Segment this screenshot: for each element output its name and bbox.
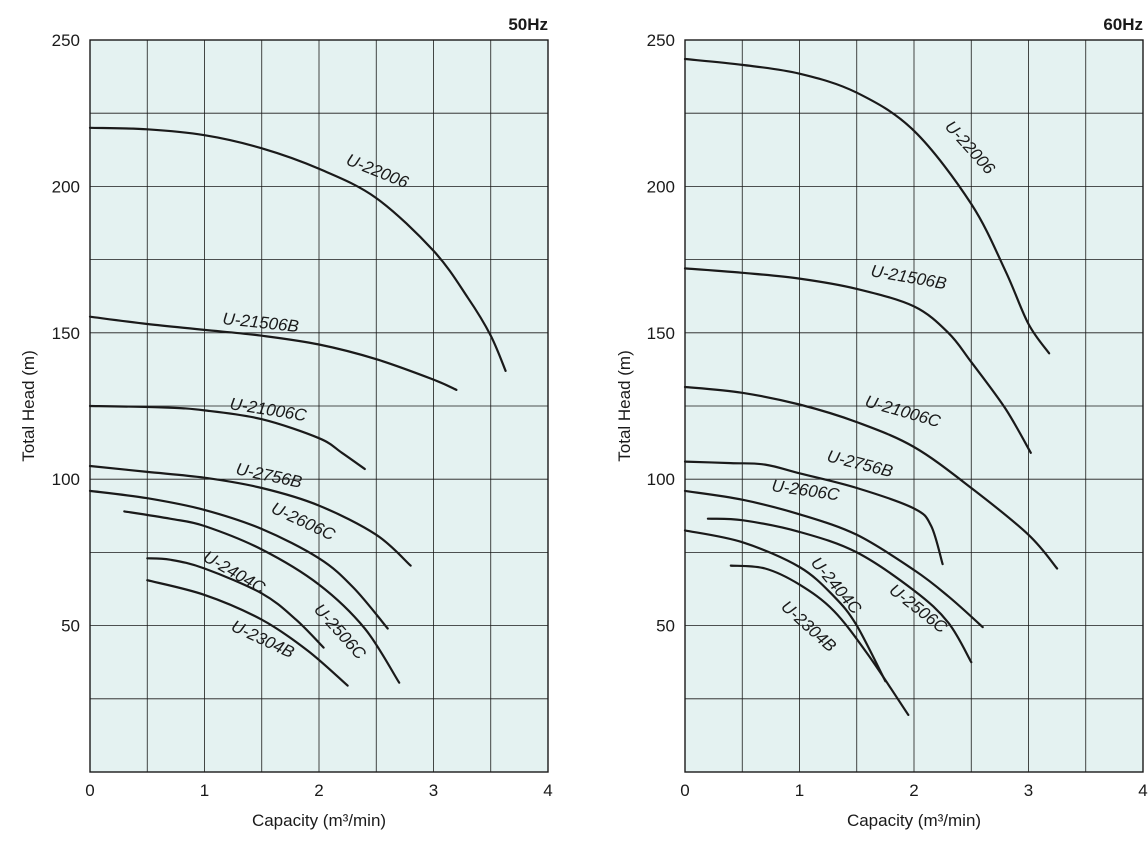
x-tick-label: 2 — [314, 781, 323, 800]
x-tick-label: 0 — [680, 781, 689, 800]
plot-frame-60hz — [684, 39, 1144, 773]
y-tick-label: 250 — [647, 31, 675, 50]
curve-u2606c-50hz — [88, 489, 389, 630]
curve-u22006-50hz — [88, 126, 507, 372]
ticks-60hz: 0 1 2 3 4 50 100 150 200 250 — [647, 31, 1148, 800]
ticks-50hz: 0 1 2 3 4 50 100 150 200 250 — [52, 31, 553, 800]
curve-u2404c-50hz — [146, 557, 325, 649]
y-tick-label: 150 — [52, 324, 80, 343]
x-tick-label: 3 — [1024, 781, 1033, 800]
curve-u21006c-50hz — [88, 404, 366, 471]
y-tick-label: 200 — [52, 177, 80, 196]
y-axis-title-60hz: Total Head (m) — [615, 350, 634, 461]
x-tick-label: 1 — [200, 781, 209, 800]
x-tick-label: 4 — [1138, 781, 1147, 800]
curve-u2506c-50hz — [123, 510, 401, 684]
curves-50hz — [88, 126, 507, 687]
curve-u2506c-60hz — [706, 517, 973, 664]
x-axis-title-50hz: Capacity (m³/min) — [252, 811, 386, 830]
x-tick-label: 2 — [909, 781, 918, 800]
y-tick-label: 100 — [52, 470, 80, 489]
curve-u2304b-60hz — [729, 564, 910, 716]
x-axis-title-60hz: Capacity (m³/min) — [847, 811, 981, 830]
y-tick-label: 250 — [52, 31, 80, 50]
y-tick-label: 100 — [647, 470, 675, 489]
y-tick-label: 200 — [647, 177, 675, 196]
y-axis-title-50hz: Total Head (m) — [19, 350, 38, 461]
curve-u2756b-50hz — [88, 464, 412, 567]
grid-50hz — [90, 40, 548, 772]
frequency-label-50hz: 50Hz — [508, 15, 548, 34]
x-tick-label: 0 — [85, 781, 94, 800]
curve-u2304b-50hz — [146, 579, 349, 687]
curve-u2756b-60hz — [683, 460, 944, 566]
curve-u2404c-60hz — [683, 529, 887, 683]
curve-u22006-60hz — [683, 57, 1051, 355]
grid-60hz — [685, 40, 1143, 772]
curve-u2606c-60hz — [683, 489, 984, 629]
plot-frame-50hz — [89, 39, 549, 773]
x-tick-label: 3 — [429, 781, 438, 800]
y-tick-label: 50 — [61, 617, 80, 636]
y-tick-label: 150 — [647, 324, 675, 343]
curve-u21506b-50hz — [88, 315, 458, 391]
x-tick-label: 1 — [795, 781, 804, 800]
curves-60hz — [683, 57, 1059, 716]
curve-u21006c-60hz — [683, 385, 1059, 570]
x-tick-label: 4 — [543, 781, 552, 800]
y-tick-label: 50 — [656, 617, 675, 636]
curve-u21506b-60hz — [683, 267, 1032, 454]
frequency-label-60hz: 60Hz — [1103, 15, 1143, 34]
